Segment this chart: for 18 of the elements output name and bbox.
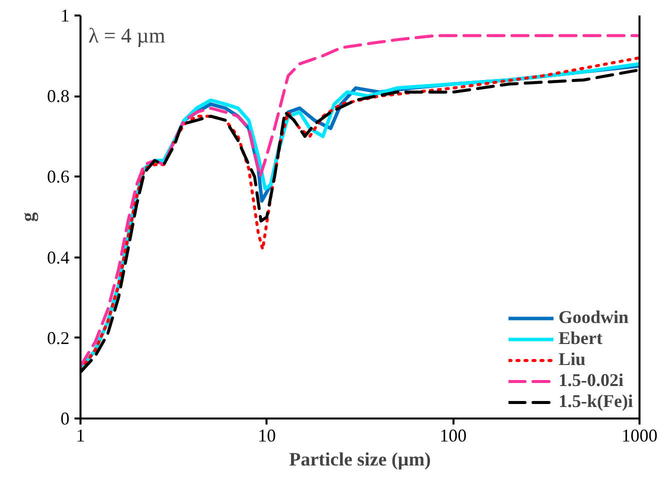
x-tick-label: 1: [76, 426, 85, 446]
y-tick-label: 1: [60, 6, 70, 26]
legend-label: 1.5-k(Fe)i: [558, 391, 633, 412]
legend-label: Liu: [558, 349, 586, 370]
y-axis-title: g: [18, 212, 39, 222]
y-tick-label: 0.4: [47, 247, 70, 268]
y-tick-label: 0.8: [47, 86, 70, 106]
x-tick-label: 100: [440, 426, 467, 446]
x-tick-label: 10: [258, 426, 276, 446]
y-tick-label: 0: [60, 408, 70, 428]
x-axis-title: Particle size (µm): [289, 450, 431, 470]
legend-label: 1.5-0.02i: [558, 370, 624, 391]
y-tick-label: 0.6: [47, 166, 70, 187]
y-tick-label: 0.2: [47, 328, 70, 348]
x-tick-label: 1000: [622, 426, 658, 446]
annotation: λ = 4 µm: [88, 24, 166, 48]
legend-label: Goodwin: [558, 307, 629, 328]
legend-label: Ebert: [558, 328, 603, 349]
